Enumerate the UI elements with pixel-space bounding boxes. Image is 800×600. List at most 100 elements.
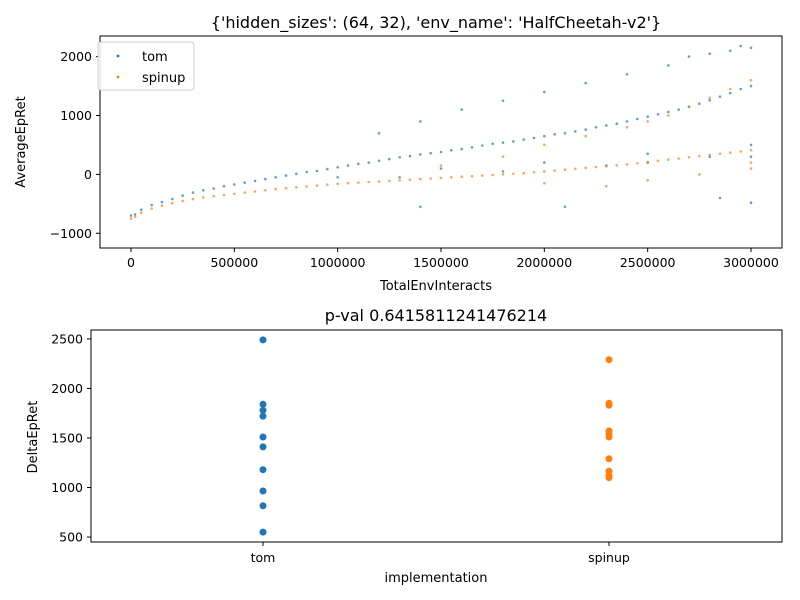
point-spinup-0 <box>605 356 613 364</box>
bottom-y-tick-label: 1000 <box>51 480 83 495</box>
point-spinup-50 <box>636 161 639 165</box>
point-tom-9 <box>212 187 215 190</box>
point-tom-23 <box>357 162 360 166</box>
point-tom-36 <box>491 142 495 146</box>
point-spinup-57 <box>708 153 711 157</box>
top-x-tick-label: 3000000 <box>723 255 779 270</box>
point-tom-3 <box>259 412 267 420</box>
point-spinup-72 <box>749 78 753 82</box>
point-tom-79 <box>749 143 753 147</box>
top-x-tick-label: 2500000 <box>620 255 676 270</box>
point-spinup-33 <box>460 175 464 178</box>
point-tom-8 <box>259 502 267 510</box>
point-tom-83 <box>398 176 402 179</box>
point-tom-30 <box>429 151 433 155</box>
point-tom-53 <box>667 110 670 114</box>
point-tom-19 <box>315 169 319 173</box>
top-y-axis-label: AverageEpRet <box>14 96 29 187</box>
point-spinup-70 <box>708 96 711 100</box>
point-tom-63 <box>419 120 422 123</box>
point-spinup-16 <box>284 186 288 190</box>
point-tom-84 <box>501 170 505 173</box>
point-tom-89 <box>749 201 753 204</box>
point-spinup-9 <box>212 194 215 198</box>
point-tom-52 <box>656 113 660 116</box>
point-tom-4 <box>259 433 267 441</box>
point-tom-82 <box>749 155 753 158</box>
point-tom-1 <box>259 400 267 408</box>
point-tom-45 <box>584 128 587 131</box>
point-tom-38 <box>512 140 515 143</box>
point-tom-27 <box>398 156 402 159</box>
point-tom-35 <box>481 144 484 147</box>
point-tom-50 <box>636 117 639 121</box>
point-tom-37 <box>501 141 505 144</box>
point-tom-39 <box>522 138 525 141</box>
point-tom-64 <box>460 108 464 111</box>
point-spinup-67 <box>646 120 649 123</box>
point-tom-60 <box>739 87 742 91</box>
point-tom-56 <box>698 102 701 105</box>
point-tom-25 <box>377 159 381 163</box>
point-tom-40 <box>532 136 536 140</box>
bottom-x-ticks: tom spinup <box>251 542 630 565</box>
point-spinup-53 <box>667 158 670 161</box>
point-tom-8 <box>202 189 205 192</box>
point-spinup-77 <box>698 173 701 176</box>
point-tom-20 <box>326 167 329 171</box>
point-tom-78 <box>646 152 649 156</box>
point-tom-66 <box>543 90 546 94</box>
point-spinup-69 <box>687 105 691 108</box>
point-tom-21 <box>336 166 340 169</box>
point-tom-9 <box>259 528 267 536</box>
bottom-plot-frame <box>90 329 783 543</box>
point-spinup-61 <box>749 148 753 152</box>
point-tom-86 <box>419 205 422 209</box>
legend-label-tom: tom <box>142 50 168 65</box>
point-spinup-75 <box>749 167 753 170</box>
point-tom-33 <box>460 147 464 151</box>
point-spinup-27 <box>398 179 402 182</box>
point-spinup-4 <box>160 204 164 207</box>
point-tom-42 <box>553 133 556 136</box>
point-spinup-5 <box>605 433 613 441</box>
point-spinup-43 <box>563 168 567 171</box>
point-tom-43 <box>563 131 567 135</box>
point-spinup-66 <box>625 126 629 129</box>
point-spinup-55 <box>687 156 691 159</box>
point-spinup-71 <box>729 87 732 91</box>
point-spinup-42 <box>553 169 556 172</box>
point-spinup-17 <box>295 186 298 189</box>
point-tom-16 <box>284 174 288 177</box>
point-spinup-40 <box>532 171 536 174</box>
top-x-tick-label: 2000000 <box>516 255 572 270</box>
bottom-y-tick-label: 2500 <box>51 331 83 346</box>
point-tom-65 <box>501 99 505 103</box>
top-x-tick-label: 1500000 <box>413 255 469 270</box>
point-tom-15 <box>274 176 278 179</box>
point-spinup-48 <box>615 164 618 167</box>
bottom-x-tick-label: tom <box>251 550 276 565</box>
point-spinup-39 <box>522 171 525 175</box>
point-spinup-1 <box>133 215 137 219</box>
point-spinup-65 <box>584 134 587 138</box>
point-spinup-64 <box>543 143 546 147</box>
point-tom-24 <box>367 161 371 164</box>
point-tom-7 <box>259 487 267 495</box>
top-y-tick-label: −1000 <box>50 226 92 241</box>
point-tom-41 <box>543 134 546 138</box>
top-x-tick-label: 1000000 <box>310 255 366 270</box>
point-tom-28 <box>408 154 412 158</box>
point-tom-18 <box>305 170 309 174</box>
point-spinup-3 <box>150 207 153 210</box>
bottom-points <box>259 336 613 536</box>
point-spinup-47 <box>605 164 608 168</box>
point-spinup-13 <box>253 190 257 193</box>
legend: tom spinup <box>97 41 195 91</box>
point-spinup-21 <box>336 182 340 186</box>
point-spinup-10 <box>222 193 226 197</box>
point-tom-87 <box>563 205 567 209</box>
bottom-subplot: p-val 0.6415811241476214 tom spinup 500 10… <box>26 306 783 586</box>
point-spinup-11 <box>233 192 236 196</box>
point-spinup-73 <box>543 181 546 185</box>
